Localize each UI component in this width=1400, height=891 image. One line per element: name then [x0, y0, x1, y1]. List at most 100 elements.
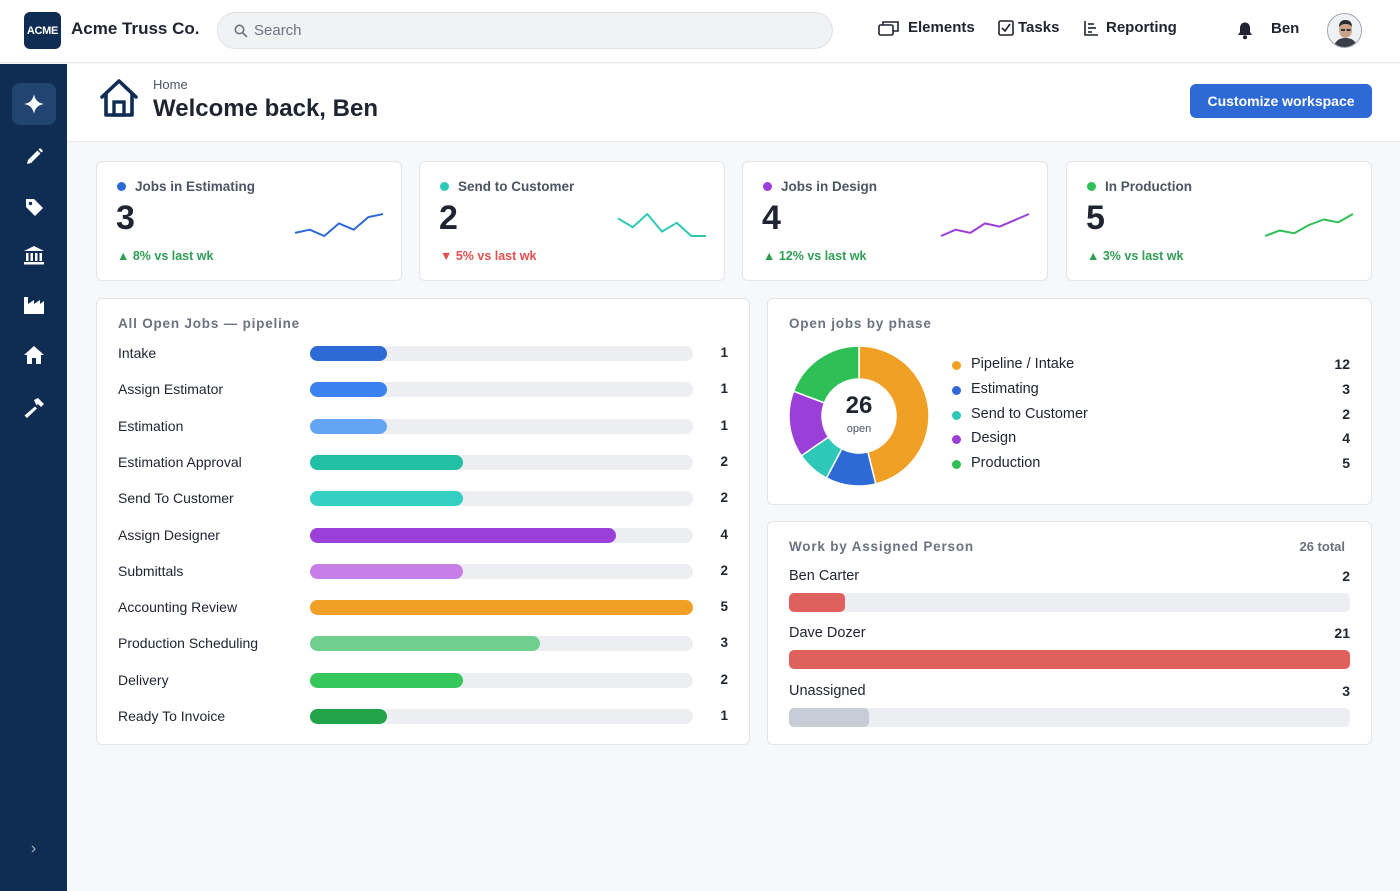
- phase-legend-item[interactable]: Design 4: [952, 429, 1350, 449]
- pipeline-row[interactable]: Intake 1: [118, 343, 728, 363]
- page-header: Home Welcome back, Ben Customize workspa…: [67, 64, 1400, 142]
- pipeline-card: All Open Jobs — pipeline Intake 1 Assign E…: [96, 298, 750, 745]
- phase-legend-item[interactable]: Pipeline / Intake 12: [952, 355, 1350, 375]
- reporting-icon: [1084, 20, 1098, 36]
- sidebar-item-production[interactable]: [12, 284, 56, 326]
- avatar[interactable]: [1327, 13, 1362, 48]
- assigned-person-card: Work by Assigned Person 26 total Ben Car…: [767, 521, 1372, 745]
- nav-elements-label: Elements: [908, 19, 975, 36]
- company-name: Acme Truss Co.: [71, 19, 200, 38]
- person-row[interactable]: Ben Carter 2: [789, 568, 1350, 614]
- nav-reporting[interactable]: Reporting: [1083, 19, 1177, 36]
- pipeline-row[interactable]: Assign Designer 4: [118, 525, 728, 545]
- sidebar-item-homes[interactable]: [12, 334, 56, 376]
- legend-label: Design: [971, 430, 1017, 447]
- nav-tasks[interactable]: Tasks: [998, 19, 1059, 36]
- person-bar-track: [789, 593, 1350, 612]
- pipeline-row[interactable]: Production Scheduling 3: [118, 633, 728, 653]
- donut-center-value: 26: [845, 392, 873, 419]
- pipeline-row[interactable]: Assign Estimator 1: [118, 379, 728, 399]
- pencil-icon: [27, 148, 43, 164]
- hammer-icon: [24, 398, 44, 418]
- pipeline-row[interactable]: Submittals 2: [118, 561, 728, 581]
- person-bar: [789, 707, 870, 727]
- bell-icon[interactable]: [1236, 21, 1254, 40]
- pipeline-stage-count: 2: [720, 490, 728, 506]
- pipeline-stage-label: Intake: [118, 345, 157, 361]
- house-icon: [24, 346, 44, 364]
- legend-label: Send to Customer: [971, 405, 1088, 422]
- kpi-card-production[interactable]: In Production 5 ▲ 3% vs last wk: [1066, 161, 1372, 281]
- sparkline-path: [940, 213, 1030, 237]
- kpi-label-text: Jobs in Design: [781, 179, 878, 194]
- pipeline-row[interactable]: Estimation 1: [118, 416, 728, 436]
- phase-legend-item[interactable]: Estimating 3: [952, 380, 1350, 400]
- kpi-sparkline: [1264, 213, 1354, 237]
- pipeline-bar: [310, 527, 617, 543]
- pipeline-row[interactable]: Send To Customer 2: [118, 488, 728, 508]
- legend-dot: [952, 361, 961, 370]
- person-row[interactable]: Unassigned 3: [789, 683, 1350, 729]
- pipeline-row[interactable]: Ready To Invoice 1: [118, 706, 728, 726]
- nav-reporting-label: Reporting: [1106, 19, 1177, 36]
- kpi-label-text: Jobs in Estimating: [135, 179, 256, 194]
- sidebar-item-accounting[interactable]: [12, 234, 56, 276]
- customize-workspace-button[interactable]: Customize workspace: [1190, 84, 1372, 118]
- sparkline-path: [1264, 213, 1354, 237]
- pipeline-bar-track: [310, 418, 693, 434]
- company-logo[interactable]: ACME: [24, 12, 61, 49]
- top-bar: ACME Acme Truss Co. Search Elements Task…: [0, 0, 1400, 63]
- kpi-label: Jobs in Design: [763, 179, 877, 194]
- user-name[interactable]: Ben: [1271, 20, 1300, 37]
- kpi-delta: ▼ 5% vs last wk: [440, 249, 537, 263]
- person-row[interactable]: Dave Dozer 21: [789, 625, 1350, 671]
- pipeline-row[interactable]: Accounting Review 5: [118, 597, 728, 617]
- kpi-sparkline: [617, 213, 706, 237]
- legend-count: 2: [1342, 405, 1350, 422]
- pipeline-row[interactable]: Estimation Approval 2: [118, 452, 728, 472]
- sidebar-item-tags[interactable]: [12, 186, 56, 228]
- pipeline-stage-label: Production Scheduling: [118, 635, 259, 652]
- donut-segment[interactable]: [792, 345, 860, 404]
- phase-legend-item[interactable]: Send to Customer 2: [952, 405, 1350, 425]
- phase-title: Open jobs by phase: [789, 316, 932, 331]
- donut-segment[interactable]: [858, 345, 930, 485]
- legend-count: 4: [1342, 430, 1350, 447]
- person-bar: [789, 593, 845, 612]
- sidebar-expand-toggle[interactable]: ›: [30, 840, 37, 857]
- pipeline-stage-label: Ready To Invoice: [118, 708, 226, 724]
- kpi-card-send-to-customer[interactable]: Send to Customer 2 ▼ 5% vs last wk: [419, 161, 725, 281]
- pipeline-stage-count: 2: [720, 453, 728, 469]
- kpi-label: Jobs in Estimating: [117, 179, 255, 194]
- pipeline-bar: [310, 382, 387, 398]
- person-bar-track: [789, 707, 1350, 727]
- pipeline-stage-label: Assign Estimator: [118, 381, 224, 398]
- person-name: Dave Dozer: [789, 625, 866, 642]
- legend-count: 3: [1342, 380, 1350, 397]
- pipeline-bar: [310, 346, 387, 361]
- sidebar-item-edit[interactable]: [12, 136, 56, 178]
- search-input[interactable]: Search: [217, 12, 833, 49]
- kpi-label: Send to Customer: [440, 179, 574, 194]
- kpi-card-estimating[interactable]: Jobs in Estimating 3 ▲ 8% vs last wk: [96, 161, 402, 281]
- pipeline-row[interactable]: Delivery 2: [118, 670, 728, 690]
- phase-legend-item[interactable]: Production 5: [952, 454, 1350, 474]
- kpi-sparkline: [294, 213, 384, 237]
- person-count: 2: [1342, 568, 1350, 584]
- breadcrumb[interactable]: Home: [153, 77, 188, 92]
- legend-dot: [952, 410, 961, 420]
- nav-elements[interactable]: Elements: [878, 19, 975, 36]
- kpi-value: 4: [762, 199, 781, 237]
- sparkle-icon: [24, 94, 44, 114]
- person-name: Ben Carter: [789, 568, 860, 584]
- nav-tasks-label: Tasks: [1018, 19, 1060, 36]
- kpi-value: 3: [116, 199, 135, 237]
- pipeline-bar-track: [310, 672, 693, 688]
- pipeline-bar-track: [310, 636, 693, 652]
- kpi-card-design[interactable]: Jobs in Design 4 ▲ 12% vs last wk: [742, 161, 1048, 281]
- legend-label: Estimating: [971, 380, 1039, 397]
- phase-donut-chart: [788, 345, 930, 487]
- sidebar-item-home-dashboard[interactable]: [12, 83, 56, 125]
- pipeline-stage-count: 1: [720, 708, 728, 723]
- sidebar-item-build[interactable]: [12, 387, 56, 429]
